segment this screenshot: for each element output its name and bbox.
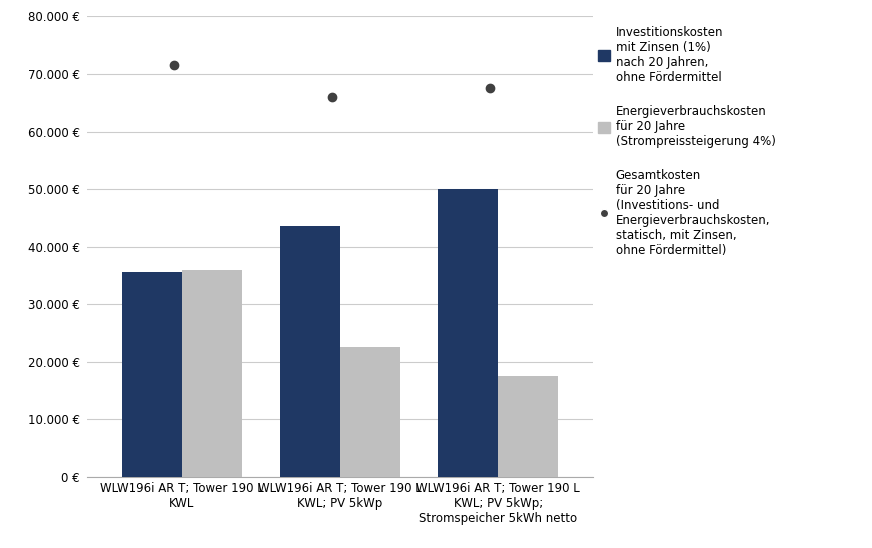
Bar bbox=[340, 347, 400, 477]
Bar bbox=[438, 189, 498, 477]
Bar bbox=[280, 226, 340, 477]
Bar bbox=[498, 376, 558, 477]
Legend: Investitionskosten
mit Zinsen (1%)
nach 20 Jahren,
ohne Fördermittel, Energiever: Investitionskosten mit Zinsen (1%) nach … bbox=[598, 26, 775, 257]
Bar bbox=[122, 272, 182, 477]
Bar bbox=[182, 270, 242, 477]
